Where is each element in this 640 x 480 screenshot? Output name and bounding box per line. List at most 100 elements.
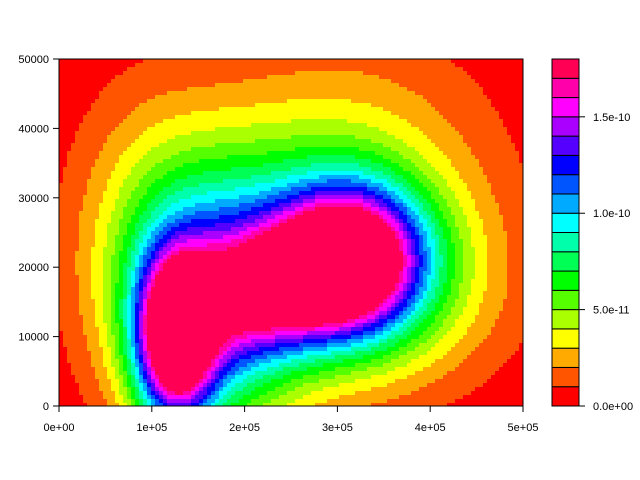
- contour-cell: [95, 99, 99, 103]
- contour-cell: [427, 235, 431, 239]
- contour-cell: [323, 99, 327, 103]
- contour-cell: [463, 103, 467, 107]
- contour-cell: [183, 175, 187, 179]
- contour-cell: [511, 199, 515, 203]
- contour-cell: [335, 223, 339, 227]
- contour-cell: [59, 195, 63, 199]
- contour-cell: [151, 239, 155, 243]
- contour-cell: [275, 211, 279, 215]
- contour-cell: [127, 179, 131, 183]
- contour-cell: [215, 79, 219, 83]
- contour-cell: [279, 143, 283, 147]
- contour-cell: [215, 87, 219, 91]
- contour-cell: [175, 207, 179, 211]
- contour-cell: [339, 235, 343, 239]
- contour-cell: [335, 83, 339, 87]
- contour-cell: [311, 239, 315, 243]
- contour-cell: [283, 151, 287, 155]
- contour-cell: [251, 239, 255, 243]
- contour-cell: [211, 183, 215, 187]
- contour-cell: [335, 167, 339, 171]
- contour-cell: [447, 219, 451, 223]
- contour-cell: [363, 243, 367, 247]
- contour-cell: [451, 239, 455, 243]
- contour-cell: [79, 167, 83, 171]
- contour-cell: [307, 215, 311, 219]
- contour-cell: [475, 211, 479, 215]
- contour-cell: [467, 95, 471, 99]
- contour-cell: [423, 235, 427, 239]
- contour-cell: [295, 195, 299, 199]
- contour-cell: [303, 103, 307, 107]
- contour-cell: [375, 219, 379, 223]
- contour-cell: [435, 59, 439, 63]
- contour-cell: [155, 223, 159, 227]
- contour-cell: [483, 219, 487, 223]
- contour-cell: [475, 199, 479, 203]
- contour-cell: [407, 215, 411, 219]
- contour-cell: [259, 139, 263, 143]
- contour-cell: [403, 75, 407, 79]
- contour-cell: [403, 183, 407, 187]
- contour-cell: [79, 195, 83, 199]
- contour-cell: [251, 187, 255, 191]
- contour-cell: [363, 239, 367, 243]
- contour-cell: [423, 99, 427, 103]
- contour-cell: [311, 211, 315, 215]
- contour-cell: [263, 87, 267, 91]
- contour-cell: [107, 87, 111, 91]
- contour-cell: [119, 119, 123, 123]
- contour-cell: [303, 183, 307, 187]
- contour-cell: [159, 87, 163, 91]
- contour-cell: [439, 223, 443, 227]
- contour-cell: [443, 67, 447, 71]
- contour-cell: [79, 215, 83, 219]
- contour-cell: [95, 187, 99, 191]
- contour-cell: [407, 163, 411, 167]
- contour-cell: [215, 167, 219, 171]
- contour-cell: [343, 107, 347, 111]
- contour-cell: [435, 211, 439, 215]
- contour-cell: [219, 103, 223, 107]
- contour-cell: [115, 207, 119, 211]
- contour-cell: [291, 91, 295, 95]
- contour-cell: [403, 147, 407, 151]
- contour-cell: [271, 151, 275, 155]
- contour-cell: [139, 87, 143, 91]
- contour-cell: [135, 179, 139, 183]
- contour-cell: [419, 59, 423, 63]
- contour-cell: [435, 187, 439, 191]
- contour-cell: [459, 119, 463, 123]
- contour-cell: [147, 115, 151, 119]
- contour-cell: [167, 215, 171, 219]
- contour-cell: [363, 91, 367, 95]
- contour-cell: [451, 67, 455, 71]
- contour-cell: [163, 227, 167, 231]
- contour-cell: [251, 147, 255, 151]
- contour-cell: [391, 79, 395, 83]
- contour-cell: [347, 127, 351, 131]
- contour-cell: [435, 103, 439, 107]
- contour-cell: [447, 211, 451, 215]
- contour-cell: [279, 179, 283, 183]
- contour-cell: [495, 167, 499, 171]
- contour-cell: [415, 123, 419, 127]
- contour-cell: [291, 179, 295, 183]
- contour-cell: [139, 191, 143, 195]
- contour-cell: [131, 91, 135, 95]
- contour-cell: [411, 179, 415, 183]
- contour-cell: [147, 87, 151, 91]
- contour-cell: [279, 175, 283, 179]
- contour-cell: [447, 147, 451, 151]
- contour-cell: [371, 115, 375, 119]
- contour-cell: [411, 151, 415, 155]
- contour-cell: [207, 95, 211, 99]
- contour-cell: [443, 191, 447, 195]
- contour-cell: [139, 67, 143, 71]
- contour-cell: [115, 99, 119, 103]
- contour-cell: [455, 207, 459, 211]
- contour-cell: [451, 151, 455, 155]
- contour-cell: [503, 203, 507, 207]
- contour-cell: [491, 227, 495, 231]
- contour-cell: [103, 143, 107, 147]
